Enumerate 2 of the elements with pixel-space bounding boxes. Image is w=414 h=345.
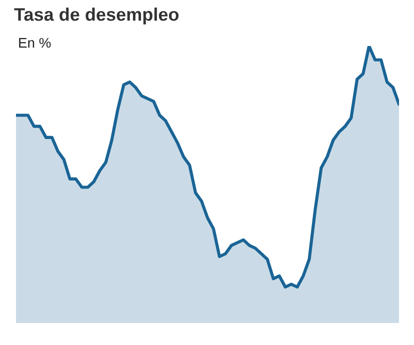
chart-subtitle: En %: [19, 38, 51, 48]
chart-title: Tasa de desempleo: [14, 8, 179, 24]
